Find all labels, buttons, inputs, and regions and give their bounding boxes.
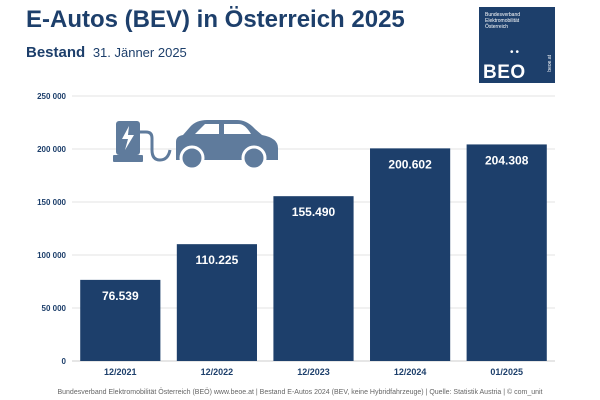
category-label: 01/2025	[490, 367, 523, 377]
bar-12-2024	[370, 148, 451, 361]
value-label: 155.490	[292, 205, 336, 219]
logo-mark: BEO	[483, 62, 526, 83]
value-label: 76.539	[102, 289, 139, 303]
subtitle-date: 31. Jänner 2025	[92, 45, 187, 60]
category-label: 12/2022	[201, 367, 234, 377]
bars	[80, 144, 547, 361]
bar-12-2023	[273, 196, 354, 361]
page-title: E-Autos (BEV) in Österreich 2025	[26, 6, 405, 33]
bar-12-2021	[80, 279, 161, 361]
footer-source: Bundesverband Elektromobilität Österreic…	[57, 389, 543, 396]
category-label: 12/2023	[297, 367, 330, 377]
value-label: 110.225	[196, 253, 239, 267]
y-tick-label: 50 000	[42, 304, 67, 313]
category-label: 12/2024	[394, 367, 427, 377]
bar-01-2025	[466, 144, 547, 361]
logo-org-text: Bundesverband Elektromobilität Österreic…	[485, 12, 521, 30]
y-tick-label: 0	[62, 357, 67, 366]
charging-station-car-icon	[113, 120, 278, 171]
y-tick-label: 200 000	[37, 145, 66, 154]
beo-logo: Bundesverband Elektromobilität Österreic…	[479, 7, 555, 83]
bar-12-2022	[176, 244, 257, 361]
y-tick-label: 150 000	[37, 198, 66, 207]
value-labels: 76.539 110.225 155.490 200.602 204.308	[102, 153, 529, 302]
subtitle-label: Bestand	[26, 44, 86, 61]
y-axis-ticks: 0 50 000 100 000 150 000 200 000 250 000	[37, 92, 66, 366]
value-label: 200.602	[388, 157, 432, 171]
x-axis-categories: 12/2021 12/2022 12/2023 12/2024 01/2025	[104, 367, 523, 377]
category-label: 12/2021	[104, 367, 137, 377]
value-label: 204.308	[485, 153, 529, 167]
y-tick-label: 100 000	[37, 251, 66, 260]
subtitle: Bestand 31. Jänner 2025	[26, 44, 187, 61]
y-tick-label: 250 000	[37, 92, 66, 101]
logo-dots-icon: ••	[510, 47, 522, 58]
